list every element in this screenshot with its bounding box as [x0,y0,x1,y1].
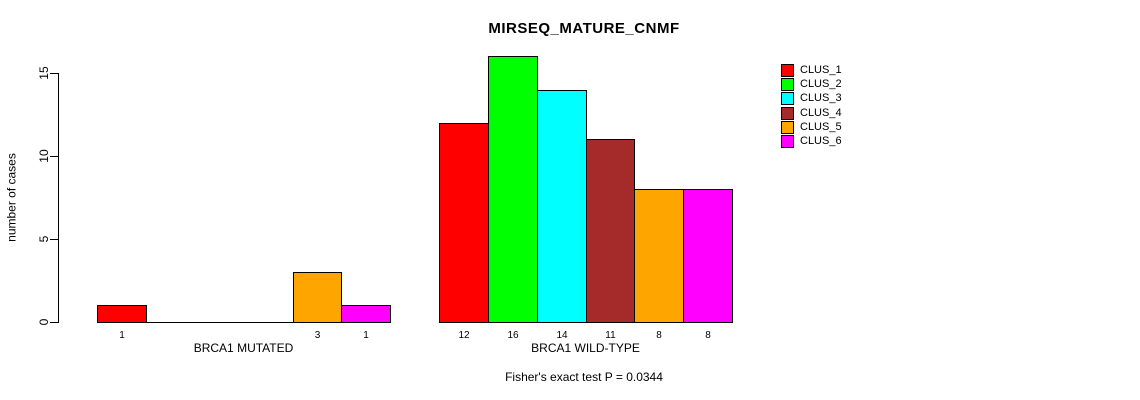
y-axis-line [58,73,59,323]
legend-label-clus_1: CLUS_1 [800,63,842,76]
bar-clus_1-group-0 [97,305,147,323]
y-tick-label-10: 10 [37,149,51,163]
bar-clus_6-group-1 [683,189,733,323]
bar-value-label-clus_6-group-1: 8 [705,330,711,341]
group-label-brca1-mutated: BRCA1 MUTATED [193,341,294,355]
legend-item-clus_5: CLUS_5 [781,120,842,134]
bar-clus_5-group-0 [293,272,342,323]
legend-swatch-clus_1 [781,63,794,77]
legend-item-clus_3: CLUS_3 [781,92,842,106]
bar-clus_4-group-0 [244,322,294,323]
y-axis-title: number of cases [4,153,19,242]
bar-clus_5-group-1 [634,189,684,323]
bar-value-label-clus_6-group-0: 1 [363,330,369,341]
legend-swatch-clus_3 [781,92,794,106]
chart-title: MIRSEQ_MATURE_CNMF [488,20,680,37]
y-tick-15 [50,73,58,74]
legend-item-clus_1: CLUS_1 [781,63,842,77]
bar-clus_3-group-0 [195,322,245,323]
bar-value-label-clus_1-group-1: 12 [458,330,470,341]
legend-swatch-clus_5 [781,120,794,134]
legend-label-clus_6: CLUS_6 [800,135,842,148]
bar-clus_2-group-1 [488,56,538,323]
fisher-test-annotation: Fisher's exact test P = 0.0344 [505,370,663,384]
y-tick-label-0: 0 [37,318,51,326]
bar-value-label-clus_3-group-1: 14 [556,330,568,341]
bar-clus_2-group-0 [146,322,196,323]
y-tick-label-15: 15 [37,66,51,80]
legend-item-clus_6: CLUS_6 [781,134,842,149]
bar-clus_1-group-1 [439,123,489,323]
y-tick-5 [50,239,58,240]
bar-value-label-clus_5-group-1: 8 [656,330,662,341]
y-tick-0 [50,322,58,323]
group-label-brca1-wild-type: BRCA1 WILD-TYPE [531,341,640,355]
bar-value-label-clus_4-group-1: 11 [605,330,616,341]
legend-swatch-clus_6 [781,135,794,149]
legend-item-clus_4: CLUS_4 [781,106,842,120]
y-tick-10 [50,156,58,157]
bar-clus_4-group-1 [586,139,635,323]
legend: CLUS_1 CLUS_2 CLUS_3 CLUS_4 CLUS_5 CLUS_6 [781,63,842,149]
legend-swatch-clus_2 [781,77,794,91]
bar-clus_3-group-1 [537,90,587,323]
bar-clus_6-group-0 [341,305,391,323]
legend-label-clus_4: CLUS_4 [800,106,842,119]
bar-value-label-clus_5-group-0: 3 [314,330,321,341]
y-tick-label-5: 5 [37,235,51,243]
legend-label-clus_3: CLUS_3 [800,92,842,105]
legend-swatch-clus_4 [781,106,794,120]
bar-value-label-clus_2-group-1: 16 [507,330,519,341]
legend-label-clus_5: CLUS_5 [800,120,842,133]
bar-value-label-clus_1-group-0: 1 [119,330,125,341]
legend-item-clus_2: CLUS_2 [781,77,842,91]
legend-label-clus_2: CLUS_2 [800,77,842,90]
